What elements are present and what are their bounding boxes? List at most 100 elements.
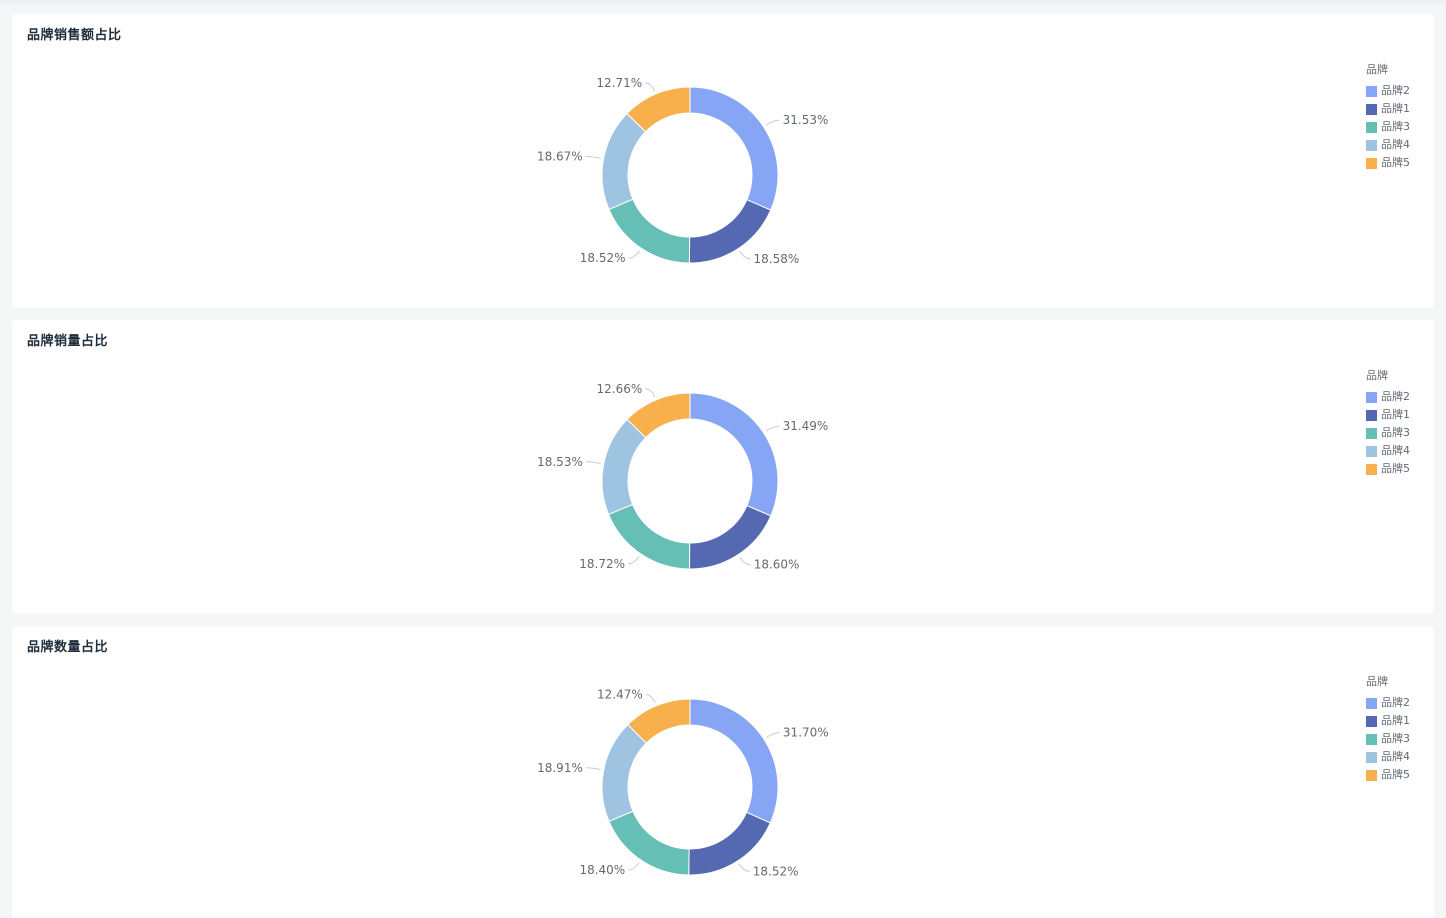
legend-label: 品牌5 [1381,156,1410,169]
donut-chart-quantity: 31.70% 18.52% 18.40% 18.91% 12.47% [537,688,829,879]
slice-label: 18.58% [754,252,800,266]
label-leader-line [585,461,601,465]
legend-label: 品牌3 [1381,732,1410,745]
legend-item[interactable]: 品牌2 [1366,388,1410,406]
legend-swatch [1366,733,1377,745]
legend-item[interactable]: 品牌1 [1366,406,1410,424]
label-leader-line [765,119,780,126]
label-leader-line [585,156,601,159]
slice-label: 31.49% [783,419,829,433]
label-leader-line [628,556,640,565]
legend-item[interactable]: 品牌1 [1366,100,1410,118]
legend-item[interactable]: 品牌2 [1366,82,1410,100]
legend-title: 品牌 [1366,675,1388,688]
legend-label: 品牌5 [1381,462,1410,475]
chart-card-sales-amount: 品牌销售额占比 31.53% 18.58% 18.52% 18.67% 12.71% 品… [12,14,1434,308]
legend-swatch [1366,463,1377,475]
legend-title: 品牌 [1366,369,1388,382]
label-leader-line [765,425,780,432]
label-leader-line [738,863,750,872]
label-leader-line [766,732,780,738]
legend-swatch [1366,157,1377,169]
donut-slice[interactable] [689,86,779,211]
chart-legend: 品牌 品牌2 品牌1 品牌3 品牌4 品牌5 [1366,676,1410,784]
legend-label: 品牌2 [1381,390,1410,403]
legend-swatch [1366,391,1377,403]
slice-label: 18.91% [537,761,583,775]
label-leader-line [739,250,751,260]
legend-label: 品牌1 [1381,102,1410,115]
donut-slice[interactable] [626,392,691,439]
slice-label: 18.67% [537,150,583,164]
legend-item[interactable]: 品牌5 [1366,154,1410,172]
top-strip [0,0,1446,4]
legend-label: 品牌4 [1381,138,1410,151]
slice-label: 12.47% [597,688,643,702]
slice-label: 12.71% [596,76,642,90]
legend-swatch [1366,715,1377,727]
legend-label: 品牌1 [1381,408,1410,421]
label-leader-line [645,82,656,92]
legend-title: 品牌 [1366,63,1388,76]
legend-swatch [1366,85,1377,97]
chart-title: 品牌销售额占比 [27,28,122,43]
legend-swatch [1366,427,1377,439]
label-leader-line [739,556,751,566]
legend-swatch [1366,409,1377,421]
legend-label: 品牌2 [1381,696,1410,709]
donut-slice[interactable] [601,723,647,822]
slice-label: 31.70% [783,726,829,740]
legend-item[interactable]: 品牌2 [1366,694,1410,712]
label-leader-line [585,767,601,771]
legend-label: 品牌4 [1381,444,1410,457]
legend-swatch [1366,121,1377,133]
slice-label: 31.53% [783,113,829,127]
legend-label: 品牌5 [1381,768,1410,781]
legend-swatch [1366,769,1377,781]
legend-item[interactable]: 品牌1 [1366,712,1410,730]
legend-item[interactable]: 品牌3 [1366,424,1410,442]
donut-slice[interactable] [689,698,779,824]
legend-swatch [1366,103,1377,115]
slice-label: 18.72% [579,557,625,571]
legend-swatch [1366,697,1377,709]
donut-chart-sales-amount: 31.53% 18.58% 18.52% 18.67% 12.71% [537,76,829,266]
chart-legend: 品牌 品牌2 品牌1 品牌3 品牌4 品牌5 [1366,370,1410,478]
chart-card-quantity: 品牌数量占比 31.70% 18.52% 18.40% 18.91% 12.47% 品牌… [12,626,1434,918]
donut-slice[interactable] [601,112,647,210]
legend-swatch [1366,751,1377,763]
legend-item[interactable]: 品牌3 [1366,118,1410,136]
donut-chart-sales-volume: 31.49% 18.60% 18.72% 18.53% 12.66% [537,382,829,572]
label-leader-line [645,694,656,704]
legend-item[interactable]: 品牌3 [1366,730,1410,748]
donut-slice[interactable] [689,392,779,517]
legend-label: 品牌1 [1381,714,1410,727]
donut-slice[interactable] [626,86,691,133]
donut-slice[interactable] [627,698,691,744]
legend-label: 品牌3 [1381,426,1410,439]
chart-title: 品牌数量占比 [27,640,109,655]
chart-card-sales-volume: 品牌销量占比 31.49% 18.60% 18.72% 18.53% 12.66% 品牌… [12,320,1434,614]
legend-label: 品牌2 [1381,84,1410,97]
chart-legend: 品牌 品牌2 品牌1 品牌3 品牌4 品牌5 [1366,64,1410,172]
legend-item[interactable]: 品牌4 [1366,442,1410,460]
chart-title: 品牌销量占比 [27,334,109,349]
slice-label: 18.52% [753,864,799,878]
legend-label: 品牌4 [1381,750,1410,763]
legend-swatch [1366,445,1377,457]
slice-label: 18.40% [579,863,625,877]
donut-slice[interactable] [601,418,647,516]
slice-label: 12.66% [597,382,643,396]
legend-item[interactable]: 品牌4 [1366,748,1410,766]
label-leader-line [645,388,656,398]
slice-label: 18.53% [537,455,583,469]
slice-label: 18.52% [580,251,626,265]
slice-label: 18.60% [754,558,800,572]
label-leader-line [628,250,640,259]
label-leader-line [628,862,640,871]
legend-item[interactable]: 品牌5 [1366,766,1410,784]
legend-item[interactable]: 品牌5 [1366,460,1410,478]
legend-swatch [1366,139,1377,151]
legend-item[interactable]: 品牌4 [1366,136,1410,154]
